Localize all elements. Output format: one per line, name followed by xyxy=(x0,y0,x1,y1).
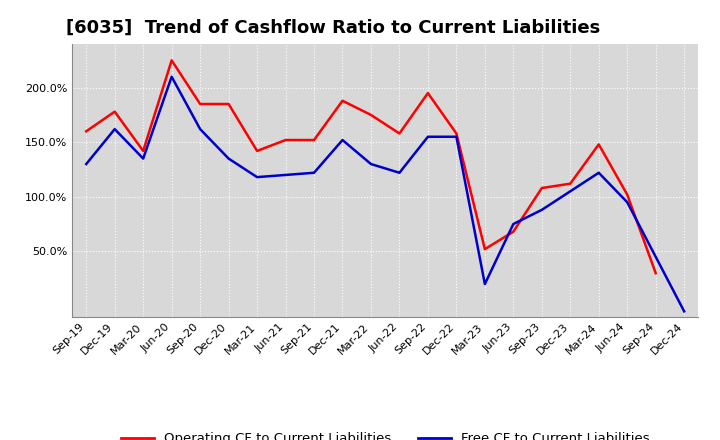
Text: [6035]  Trend of Cashflow Ratio to Current Liabilities: [6035] Trend of Cashflow Ratio to Curren… xyxy=(66,19,600,37)
Legend: Operating CF to Current Liabilities, Free CF to Current Liabilities: Operating CF to Current Liabilities, Fre… xyxy=(115,427,655,440)
